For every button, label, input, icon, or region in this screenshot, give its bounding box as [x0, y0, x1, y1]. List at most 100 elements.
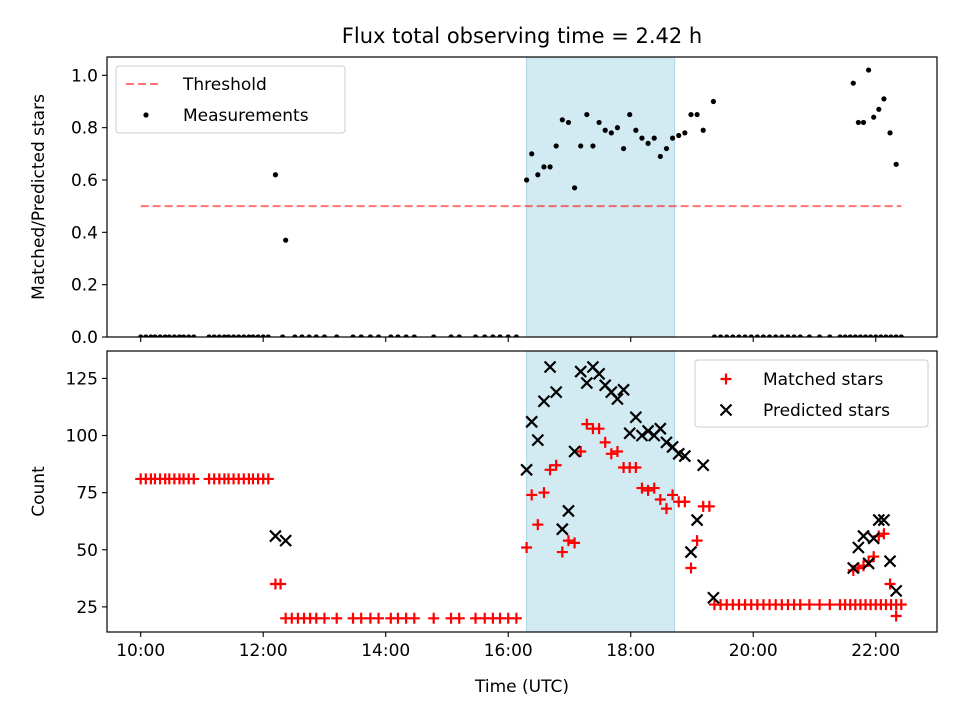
measurement-point: [490, 334, 496, 337]
measurement-point: [283, 237, 289, 243]
matched-stars-point: [636, 482, 648, 494]
predicted-stars-point: [279, 534, 292, 547]
legend-label-measurements: Measurements: [183, 106, 309, 126]
y-tick-label: 125: [66, 369, 98, 389]
measurement-point: [513, 334, 519, 337]
matched-stars-point: [373, 612, 385, 624]
matched-stars-point: [824, 599, 836, 611]
matched-stars-point: [470, 612, 482, 624]
matched-stars-point: [667, 489, 679, 501]
measurement-point: [236, 334, 242, 337]
predicted-stars-point: [696, 458, 710, 472]
legend-label-predicted: Predicted stars: [763, 401, 890, 421]
y-tick-label: 0.4: [71, 223, 98, 243]
matched-stars-point: [703, 500, 715, 512]
matched-stars-point: [878, 528, 890, 540]
measurement-point: [850, 80, 856, 86]
measurement-point: [779, 334, 785, 337]
measurement-point: [255, 334, 261, 337]
matched-stars-point: [526, 489, 538, 501]
measurement-point: [748, 334, 754, 337]
matched-stars-point: [510, 612, 522, 624]
matched-stars-point: [630, 462, 642, 474]
measurement-point: [448, 334, 454, 337]
measurement-point: [559, 117, 565, 123]
measurement-point: [633, 127, 639, 133]
matched-stars-point: [593, 423, 605, 435]
matched-stars-point: [532, 519, 544, 531]
measurement-point: [816, 334, 823, 337]
matched-stars-point: [428, 612, 440, 624]
y-tick-label: 25: [76, 598, 98, 618]
measurement-point: [842, 334, 848, 337]
measurement-point: [260, 334, 266, 337]
matched-stars-point: [408, 612, 420, 624]
measurement-point: [791, 334, 797, 337]
matched-stars-point: [895, 599, 907, 611]
measurement-point: [211, 334, 217, 337]
matched-stars-point: [188, 473, 200, 485]
measurement-point: [411, 334, 417, 337]
axes-frame: [106, 350, 938, 633]
measurement-point: [171, 334, 177, 337]
measurement-point: [700, 127, 706, 133]
predicted-stars-point: [862, 557, 875, 570]
measurement-point: [881, 96, 887, 102]
series-measurements: [138, 67, 904, 337]
measurement-point: [614, 125, 621, 131]
x-tick-label: 10:00: [116, 641, 165, 661]
measurement-point: [754, 334, 760, 337]
observing-window-band: [526, 350, 676, 633]
measurement-point: [138, 334, 144, 337]
legend-box: [115, 65, 346, 134]
predicted-stars-point: [611, 392, 624, 406]
predicted-stars-point: [654, 422, 667, 435]
measurement-point: [736, 334, 742, 337]
measurement-point: [596, 119, 602, 126]
measurement-point: [837, 334, 843, 337]
predicted-stars-point: [684, 545, 698, 559]
matched-stars-point: [803, 599, 815, 611]
measurement-point: [541, 164, 547, 170]
measurement-point: [497, 334, 503, 337]
predicted-stars-point: [617, 383, 630, 397]
measurement-point: [676, 132, 682, 139]
measurement-point: [523, 177, 530, 183]
predicted-stars-point: [660, 436, 673, 449]
measurement-point: [855, 119, 861, 126]
predicted-stars-point: [877, 513, 891, 527]
legend: Matched stars Predicted stars: [694, 359, 929, 428]
predicted-stars-point: [623, 426, 636, 440]
measurement-point: [565, 119, 572, 126]
matched-stars-point: [575, 446, 587, 458]
matched-stars-point: [275, 578, 287, 590]
measurement-point: [306, 334, 312, 337]
matched-stars-point: [814, 599, 826, 611]
measurement-point: [717, 334, 724, 337]
measurement-point: [760, 334, 767, 337]
measurement-point: [221, 334, 228, 337]
measurement-point: [547, 164, 553, 170]
predicted-stars-point: [707, 591, 720, 605]
measurement-point: [162, 334, 168, 337]
measurement-point: [883, 334, 889, 337]
x-tick-label: 16:00: [484, 641, 533, 661]
measurement-point: [873, 334, 879, 337]
matched-stars-point: [318, 612, 330, 624]
measurement-point: [876, 106, 882, 112]
measurement-point: [888, 334, 894, 337]
measurement-point: [608, 130, 614, 136]
measurement-point: [395, 334, 401, 337]
measurement-point: [535, 172, 541, 178]
panel-ratio: 0.0 0.2 0.4 0.6 0.8 1.0 Matched/Predicted star…: [29, 24, 938, 348]
measurement-point: [250, 334, 256, 337]
matched-stars-point: [691, 535, 703, 547]
measurement-point: [852, 334, 858, 337]
measurement-point: [403, 334, 409, 337]
matched-stars-point: [890, 610, 902, 622]
measurement-point: [279, 334, 286, 337]
predicted-stars-point: [537, 394, 551, 408]
measurement-point: [152, 334, 158, 337]
legend-box: [694, 359, 929, 428]
matched-stars-point: [648, 482, 660, 494]
